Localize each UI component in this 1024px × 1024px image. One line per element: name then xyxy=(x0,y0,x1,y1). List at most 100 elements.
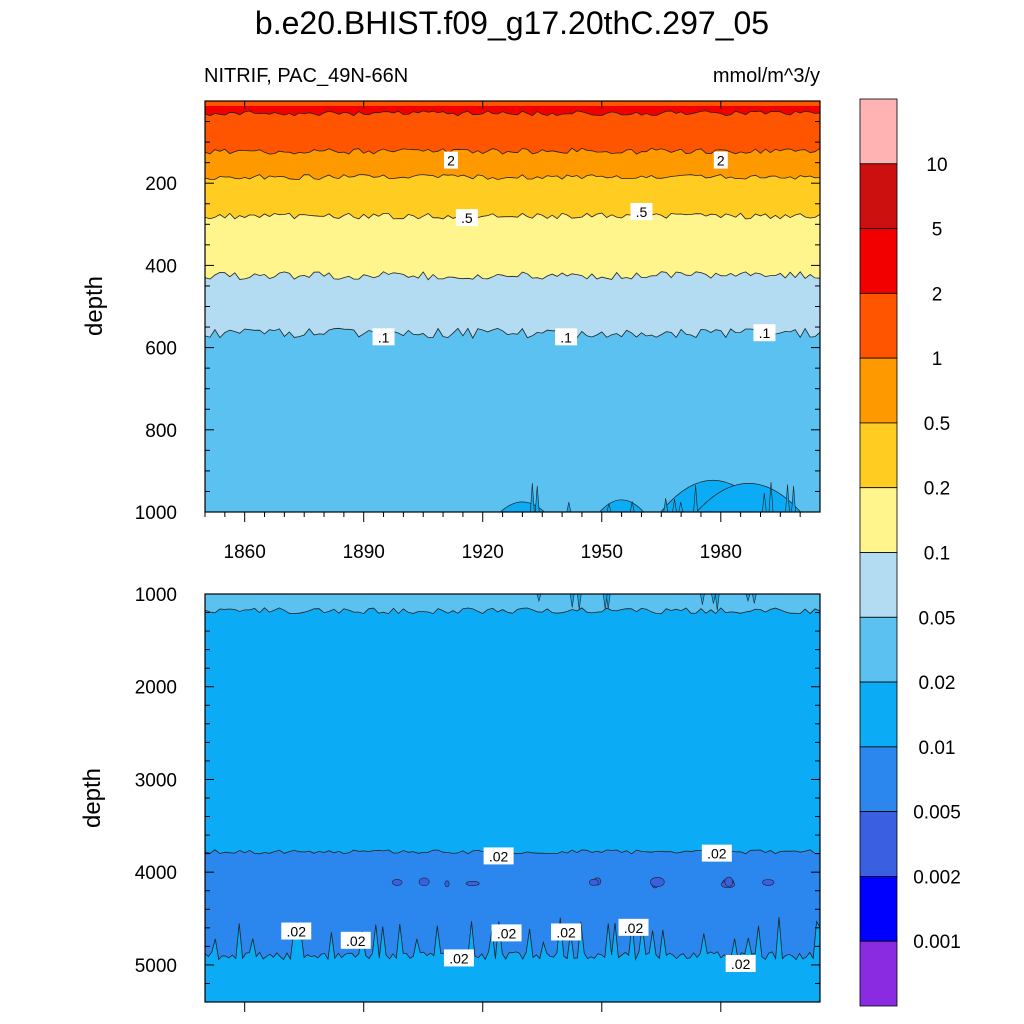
contour-label-box xyxy=(725,954,756,972)
lower-panel: .02 .02 .02 .02 .02 .02 .02 .02 .02 1000 2000 3000 4… xyxy=(135,585,821,1012)
colorbar-label: 0.005 xyxy=(913,803,961,824)
lower-blob xyxy=(444,880,450,888)
lower-ytick-label: 2000 xyxy=(135,678,177,699)
colorbar-box xyxy=(859,681,898,748)
upper-contour-label: .1 xyxy=(753,324,776,342)
colorbar-box xyxy=(859,876,898,942)
contour-label-text: .02 xyxy=(346,933,366,949)
lower-band-bottom xyxy=(205,917,820,1002)
lower-contour-label: .02 xyxy=(551,923,582,941)
contour-label-box xyxy=(443,949,474,967)
colorbar-label: 0.1 xyxy=(924,544,950,565)
contour-label-text: .5 xyxy=(461,210,473,226)
lower-blob xyxy=(418,877,430,887)
contour-label-text: .1 xyxy=(378,329,390,345)
contour-label-text: .02 xyxy=(624,920,644,936)
contour-label-box xyxy=(618,918,649,936)
lower-ylabel: depth xyxy=(79,768,106,828)
contour-label-box xyxy=(455,209,478,227)
lower-contour-label: .02 xyxy=(483,847,514,865)
upper-contour-2 xyxy=(204,147,821,155)
xtick-label: 1920 xyxy=(462,542,504,563)
lower-blob xyxy=(762,879,775,886)
colorbar-label: 0.01 xyxy=(919,738,956,759)
upper-contour-5 xyxy=(204,110,821,117)
contour-label-box xyxy=(630,202,653,220)
xtick-label: 1980 xyxy=(700,542,742,563)
lower-contour-label: .02 xyxy=(618,918,649,936)
contour-label-text: .02 xyxy=(489,848,509,864)
lower-blob xyxy=(588,878,599,886)
contour-label-box xyxy=(753,324,776,342)
lower-blob xyxy=(391,879,403,886)
upper-contour-label: 2 xyxy=(713,151,728,169)
upper-contour-0.5 xyxy=(204,212,821,220)
lower-contour-label: .02 xyxy=(443,949,474,967)
contour-label-box xyxy=(340,931,371,949)
upper-surface-strip xyxy=(205,101,820,106)
units-label: mmol/m^3/y xyxy=(713,65,820,87)
upper-ytick-label: 200 xyxy=(145,174,177,195)
colorbar-label: 0.2 xyxy=(924,479,950,500)
xtick-label: 1890 xyxy=(343,542,385,563)
upper-ytick-label: 1000 xyxy=(135,503,177,524)
xtick-label: 1950 xyxy=(581,542,623,563)
contour-label-box xyxy=(551,923,582,941)
colorbar-box xyxy=(859,746,898,813)
colorbar-label: 0.5 xyxy=(924,414,950,435)
contour-label-box xyxy=(372,328,395,346)
contour-label-box xyxy=(555,328,578,346)
upper-contour-label: 2 xyxy=(444,151,458,169)
lower-contour-label: .02 xyxy=(725,954,756,972)
lower-contour-label: .02 xyxy=(701,844,732,862)
upper-contour-label: .5 xyxy=(630,202,653,220)
colorbar-box xyxy=(859,940,898,1007)
lower-blob xyxy=(465,880,480,887)
upper-ytick-label: 400 xyxy=(145,256,177,277)
colorbar-box xyxy=(859,98,898,165)
upper-contour-0.2 xyxy=(204,271,821,281)
colorbar-box xyxy=(859,292,898,359)
contour-label-text: 2 xyxy=(447,153,455,169)
upper-contour-label: .5 xyxy=(455,209,478,227)
colorbar-label: 0.001 xyxy=(913,932,961,953)
colorbar-label: 2 xyxy=(932,284,943,305)
upper-contour-label: .1 xyxy=(372,328,395,346)
colorbar-label: 1 xyxy=(932,349,943,370)
upper-contour-label: .1 xyxy=(555,328,578,346)
lower-blob xyxy=(724,876,734,887)
upper-panel: 2 2 .5 .5 .1 .1 .1 200 400 600 800 1000 1860 1890 1920… xyxy=(135,100,821,563)
colorbar-box xyxy=(859,163,898,229)
contour-label-text: .1 xyxy=(560,329,572,345)
contour-label-text: .02 xyxy=(731,956,751,972)
contour-label-text: .02 xyxy=(287,924,307,940)
contour-label-text: .02 xyxy=(497,925,517,941)
lower-contour-0.02-lower xyxy=(204,917,821,961)
upper-contour-1 xyxy=(204,174,821,180)
contour-label-text: .02 xyxy=(707,846,727,862)
colorbar-box xyxy=(859,616,898,683)
contour-label-box xyxy=(701,844,732,862)
colorbar-box xyxy=(859,487,898,553)
lower-ytick-label: 1000 xyxy=(135,585,177,606)
lower-contour-label: .02 xyxy=(281,922,312,940)
colorbar-label: 0.05 xyxy=(919,608,956,629)
contour-label-box xyxy=(444,151,458,169)
colorbar-label: 0.002 xyxy=(913,867,961,888)
colorbar-box xyxy=(859,228,898,294)
lower-contour-label: .02 xyxy=(340,931,371,949)
upper-intrusion xyxy=(695,483,802,513)
lower-contour-label: .02 xyxy=(491,924,522,942)
contour-label-text: .02 xyxy=(449,950,469,966)
colorbar-label: 10 xyxy=(926,155,947,176)
colorbar-box xyxy=(859,422,898,489)
lower-ytick-label: 5000 xyxy=(135,956,177,977)
contour-label-box xyxy=(713,151,728,169)
lower-contour-0.05 xyxy=(204,607,821,615)
upper-ylabel: depth xyxy=(81,276,108,336)
contour-label-box xyxy=(281,922,312,940)
colorbar: 10 5 2 1 0.5 0.2 0.1 0.05 0.02 0.01 0.005 0.002 0.00… xyxy=(859,98,961,1007)
colorbar-box xyxy=(859,552,898,618)
contour-label-box xyxy=(491,924,522,942)
figure-title: b.e20.BHIST.f09_g17.20thC.297_05 xyxy=(255,5,769,41)
